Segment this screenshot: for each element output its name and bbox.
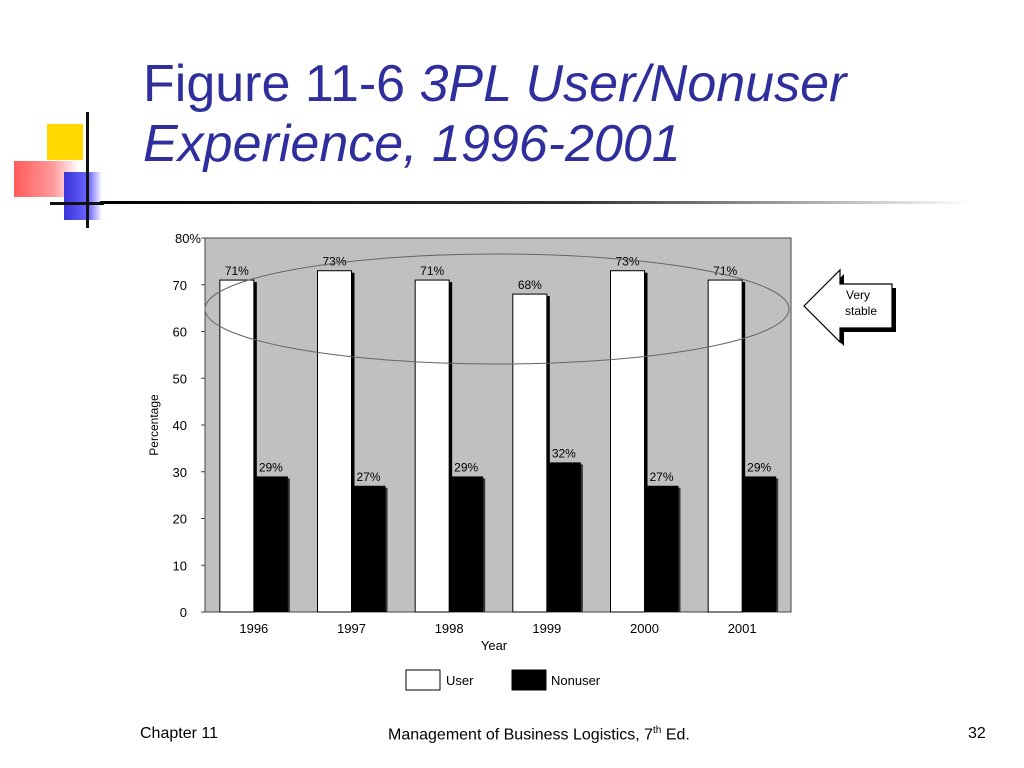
x-tick-label: 2000 xyxy=(630,621,659,636)
bar-user-1999 xyxy=(512,293,548,613)
y-tick-label: 30 xyxy=(173,465,187,480)
data-label-user: 71% xyxy=(713,264,737,278)
title-italic-line2: Experience, 1996-2001 xyxy=(143,115,681,173)
x-tick-label: 1998 xyxy=(435,621,464,636)
footer-book-title: Management of Business Logistics, 7th Ed… xyxy=(388,725,690,744)
title-underline xyxy=(100,201,970,204)
x-tick-labels: 1996 1997 1998 1999 2000 2001 xyxy=(239,621,756,636)
y-tick-label: 10 xyxy=(173,558,187,573)
decor-yellow-square xyxy=(47,124,83,160)
callout-text-line2: stable xyxy=(845,304,877,318)
footer-edition-suffix: Ed. xyxy=(661,726,690,744)
x-tick-label: 1997 xyxy=(337,621,366,636)
decor-horizontal-line xyxy=(50,202,104,205)
bar-user-1998 xyxy=(414,279,450,613)
data-label-user: 71% xyxy=(225,264,249,278)
x-axis-label: Year xyxy=(481,638,508,653)
bar-nonuser-1998 xyxy=(449,476,484,612)
data-label-nonuser: 29% xyxy=(454,460,478,474)
legend-label-nonuser: Nonuser xyxy=(551,673,601,688)
bar-nonuser-2001 xyxy=(742,476,777,612)
bars: 71% 29% 73% 27% 71% 29% 68% 32% 73% 27% 71% 29% xyxy=(219,255,779,613)
x-tick-label: 1999 xyxy=(532,621,561,636)
bar-nonuser-1996 xyxy=(253,476,288,612)
data-label-nonuser: 29% xyxy=(259,460,283,474)
bar-user-2001 xyxy=(707,279,743,613)
y-axis-label: Percentage xyxy=(147,394,161,456)
y-tick-label: 70 xyxy=(173,278,187,293)
bar-user-1996 xyxy=(219,279,255,613)
legend-swatch-user xyxy=(405,669,441,691)
bar-nonuser-2000 xyxy=(644,485,679,612)
callout-arrow xyxy=(803,268,893,344)
legend: User Nonuser xyxy=(405,669,601,691)
y-tick-label: 20 xyxy=(173,512,187,527)
footer-chapter: Chapter 11 xyxy=(140,725,218,742)
data-label-user: 68% xyxy=(518,278,542,292)
y-tick-label: 60 xyxy=(173,325,187,340)
highlight-ellipse xyxy=(204,253,790,365)
data-label-user: 73% xyxy=(615,255,639,269)
plot-area xyxy=(204,237,792,613)
data-label-nonuser: 29% xyxy=(747,460,771,474)
decor-vertical-line xyxy=(86,112,89,228)
title-italic-line1: 3PL User/Nonuser xyxy=(419,55,847,113)
legend-label-user: User xyxy=(446,673,474,688)
footer-edition-sup: th xyxy=(653,725,662,736)
x-tick-label: 1996 xyxy=(239,621,268,636)
data-label-user: 73% xyxy=(322,255,346,269)
y-tick-label: 50 xyxy=(173,371,187,386)
callout-text-line1: Very xyxy=(846,288,870,302)
slide-title: Figure 11-6 3PL User/Nonuser Experience, … xyxy=(143,54,846,174)
bar-nonuser-1997 xyxy=(351,485,386,612)
y-ticks: 0 10 20 30 40 50 60 70 80% xyxy=(173,231,205,620)
bar-user-1997 xyxy=(317,270,352,613)
legend-swatch-nonuser xyxy=(511,669,547,691)
footer-page-number: 32 xyxy=(968,725,986,742)
title-plain: Figure 11-6 xyxy=(143,55,420,113)
data-label-nonuser: 27% xyxy=(356,470,380,484)
bar-user-2000 xyxy=(610,270,645,613)
footer-book-text: Management of Business Logistics, 7 xyxy=(388,726,654,744)
bar-nonuser-1999 xyxy=(546,462,581,612)
very-stable-callout: Very stable xyxy=(803,268,896,346)
data-label-nonuser: 27% xyxy=(649,470,673,484)
y-tick-label: 80% xyxy=(175,231,201,246)
decor-blue-square xyxy=(64,172,102,220)
y-tick-label: 0 xyxy=(180,605,187,620)
data-label-user: 71% xyxy=(420,264,444,278)
y-tick-label: 40 xyxy=(173,418,187,433)
x-tick-label: 2001 xyxy=(728,621,757,636)
data-label-nonuser: 32% xyxy=(552,446,576,460)
